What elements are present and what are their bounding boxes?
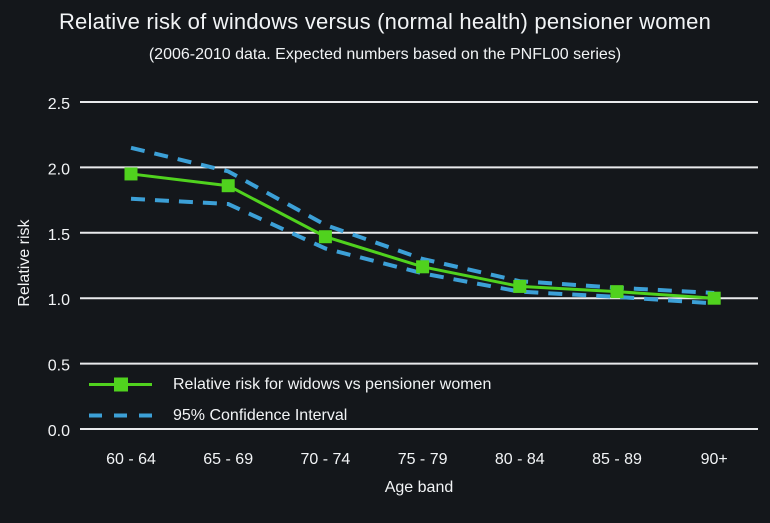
x-tick-label: 80 - 84 [495,451,545,468]
x-axis-title: Age band [384,479,454,496]
x-tick-label: 75 - 79 [398,451,448,468]
data-point-marker [707,291,721,305]
y-tick-label: 0.5 [48,358,70,375]
x-tick-label: 85 - 89 [592,451,642,468]
chart-subtitle: (2006-2010 data. Expected numbers based … [148,46,622,63]
data-point-marker [610,285,624,299]
data-point-marker [416,260,430,274]
y-tick-label: 0.0 [48,423,70,440]
data-point-marker [318,230,332,244]
y-tick-label: 1.5 [48,227,70,244]
ci-dashed-swatch-icon [89,413,152,418]
ci-lower-line [130,196,715,306]
legend-item-series: Relative risk for widows vs pensioner wo… [88,374,491,395]
y-tick-label: 2.0 [48,161,70,178]
series-swatch-square-marker [114,377,128,392]
x-tick-label: 65 - 69 [203,451,253,468]
x-tick-label: 90+ [701,451,728,468]
data-point-marker [513,279,527,293]
data-point-marker [124,167,138,181]
series-line [130,172,715,300]
x-tick-label: 60 - 64 [106,451,156,468]
series-line-swatch-icon [89,377,152,392]
y-tick-label: 1.0 [48,292,70,309]
legend-label-ci: 95% Confidence Interval [173,406,348,424]
y-tick-label: 2.5 [48,96,70,113]
x-tick-label: 70 - 74 [300,451,350,468]
legend: Relative risk for widows vs pensioner wo… [88,374,491,436]
legend-item-ci: 95% Confidence Interval [88,405,491,426]
data-point-marker [221,179,235,193]
chart-title: Relative risk of windows versus (normal … [58,9,712,34]
legend-label-series: Relative risk for widows vs pensioner wo… [173,375,492,393]
y-axis-title: Relative risk [16,219,33,307]
